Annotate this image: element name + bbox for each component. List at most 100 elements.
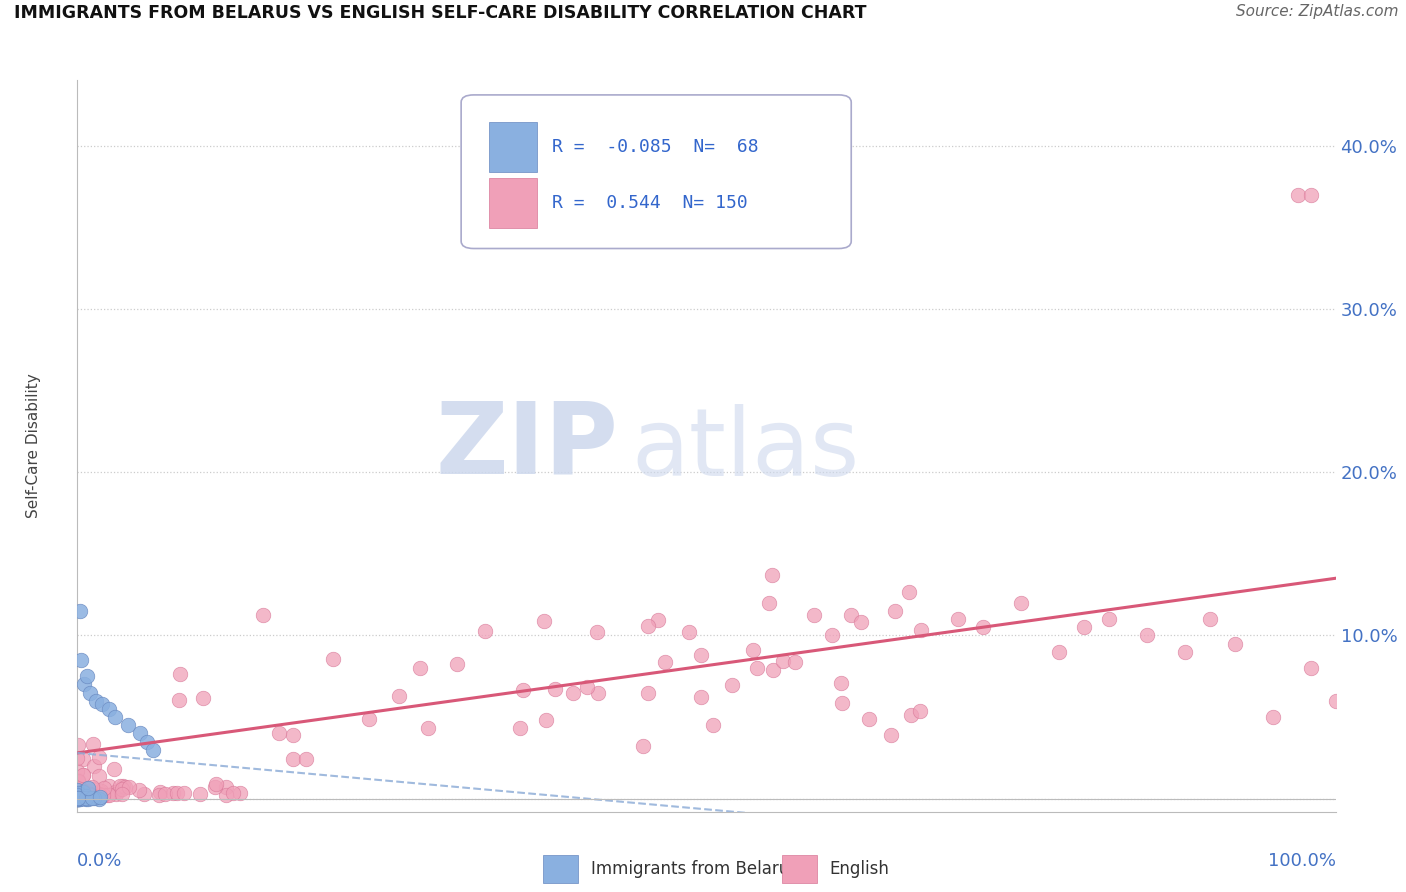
Point [89,785,111,799]
Point [166,786,188,800]
Point [66,787,89,801]
Point [83,787,105,801]
Point [702,718,724,732]
Point [79,788,101,802]
Point [512,682,534,697]
Point [98,780,121,794]
Point [169,693,191,707]
Point [690,648,713,662]
Point [70,653,93,667]
Point [111,779,134,793]
Point [66,787,89,801]
Point [1299,661,1322,675]
Point [69,791,91,805]
Point [880,727,903,741]
Point [69,789,91,803]
Text: 0.0%: 0.0% [77,852,122,870]
Point [544,681,567,696]
Point [783,656,806,670]
Point [67,789,90,804]
Point [67,774,90,789]
Point [66,751,89,765]
Point [69,790,91,805]
Point [67,791,90,805]
Point [67,791,90,805]
Point [536,714,558,728]
Point [72,768,94,782]
Point [633,739,655,753]
Point [66,791,89,805]
Point [637,619,659,633]
Point [222,786,245,800]
Point [1136,628,1159,642]
Point [1299,187,1322,202]
Point [66,791,89,805]
Point [295,752,318,766]
Point [66,788,89,802]
Point [66,791,89,805]
Point [72,677,94,691]
Point [66,786,89,800]
Point [67,791,90,805]
Point [80,780,103,794]
Point [103,785,125,799]
Point [66,788,89,802]
Point [388,689,411,703]
Point [83,758,105,772]
Point [67,790,90,805]
Point [128,783,150,797]
Point [72,791,94,805]
Point [80,788,103,802]
Point [70,785,93,799]
Point [884,604,907,618]
Point [69,791,91,805]
Point [654,655,676,669]
Point [91,697,114,711]
Point [910,623,932,637]
Point [80,791,103,805]
Point [66,785,89,799]
Point [135,734,157,748]
Point [118,780,141,795]
Point [215,780,238,794]
Point [647,614,669,628]
Point [110,779,132,793]
Point [66,773,89,788]
Point [162,786,184,800]
Point [67,788,90,802]
Point [73,789,96,803]
Point [66,784,89,798]
FancyBboxPatch shape [782,855,817,883]
Point [908,704,931,718]
Point [69,791,91,805]
Point [67,790,90,805]
Point [67,791,90,805]
Point [858,712,880,726]
Point [104,787,127,801]
Point [117,718,139,732]
Point [103,762,125,776]
Point [66,791,89,805]
FancyBboxPatch shape [489,178,537,228]
FancyBboxPatch shape [543,855,578,883]
Point [637,686,659,700]
Point [562,686,585,700]
Point [416,721,439,735]
Point [107,784,129,798]
Point [66,791,89,805]
Point [252,608,274,623]
Text: English: English [830,860,890,878]
Point [114,780,136,794]
Point [72,785,94,799]
Point [66,790,89,805]
Point [1073,620,1095,634]
Point [66,790,89,805]
Point [75,789,97,804]
Point [204,780,226,795]
Point [269,726,291,740]
Point [72,752,94,766]
Point [69,789,91,804]
Text: atlas: atlas [631,404,859,496]
Point [67,773,90,788]
Point [66,791,89,805]
